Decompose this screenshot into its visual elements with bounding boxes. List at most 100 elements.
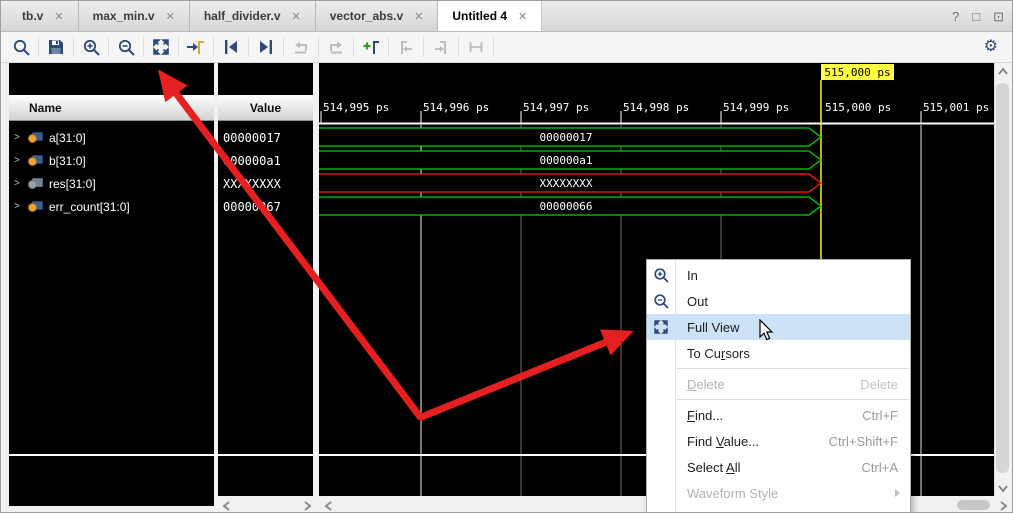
signal-row-err-count[interactable]: > err_count[31:0] [9, 198, 214, 215]
maximize-icon[interactable]: □ [972, 9, 981, 24]
full-view-icon[interactable] [149, 35, 173, 59]
signal-row-res[interactable]: > res[31:0] [9, 175, 214, 192]
next-transition-icon[interactable] [254, 35, 278, 59]
menu-item-zoom-in[interactable]: In [647, 262, 910, 288]
menu-item-waveform-style: Waveform Style [647, 480, 910, 506]
signal-value-panel[interactable] [218, 63, 313, 496]
wave-scroll-left-icon[interactable] [323, 499, 335, 512]
tab-label: max_min.v [92, 9, 155, 23]
time-tick-label: 514,995 ps [323, 101, 390, 114]
previous-transition-icon[interactable] [219, 35, 243, 59]
tab-label: tb.v [22, 9, 44, 23]
signal-name-label: b[31:0] [49, 153, 86, 168]
submenu-arrow-icon [895, 489, 900, 497]
time-tick-label: 515,001 ps [923, 101, 990, 114]
zoom-to-cursor-icon[interactable] [184, 35, 208, 59]
signal-name-label: a[31:0] [49, 130, 86, 145]
vertical-scrollbar-thumb[interactable] [996, 83, 1009, 473]
previous-marker-icon[interactable] [394, 35, 418, 59]
signal-value-a: 00000017 [223, 131, 281, 145]
wave-toolbar [1, 32, 1012, 63]
menu-item-signal-color: Signal Color [647, 506, 910, 513]
menu-item-select-all[interactable]: Select All Ctrl+A [647, 454, 910, 480]
swap-cursor-left-icon[interactable] [289, 35, 313, 59]
signal-name-label: err_count[31:0] [49, 199, 130, 214]
waveform-drawing [319, 80, 994, 496]
swap-markers-icon[interactable] [464, 35, 488, 59]
expand-chevron-icon[interactable]: > [14, 178, 20, 189]
close-icon[interactable]: ✕ [165, 10, 175, 23]
signal-row-a[interactable]: > a[31:0] [9, 129, 214, 146]
wave-scroll-right-icon[interactable] [997, 499, 1009, 512]
tab-label: vector_abs.v [329, 9, 404, 23]
time-tick-label: 514,999 ps [723, 101, 790, 114]
help-icon[interactable]: ? [952, 9, 960, 24]
expand-chevron-icon[interactable]: > [14, 201, 20, 212]
shortcut-label: Ctrl+F [862, 407, 898, 423]
shortcut-label: Ctrl+A [861, 459, 898, 475]
save-icon[interactable] [44, 35, 68, 59]
time-tick-label: 514,996 ps [423, 101, 490, 114]
window-controls: ? □ ⊡ [952, 1, 1004, 32]
swap-cursor-right-icon[interactable] [324, 35, 348, 59]
zoom-out-icon [652, 292, 670, 310]
expand-chevron-icon[interactable]: > [14, 132, 20, 143]
scroll-down-icon[interactable] [997, 481, 1009, 499]
find-icon[interactable] [9, 35, 33, 59]
shortcut-label: Delete [860, 376, 898, 392]
menu-icon-gutter [675, 260, 676, 512]
menu-item-delete: Delete Delete [647, 371, 910, 397]
menu-item-full-view[interactable]: Full View [647, 314, 910, 340]
tab-bar: tb.v ✕ max_min.v ✕ half_divider.v ✕ vect… [1, 1, 1012, 32]
bus-signal-icon [28, 201, 43, 212]
bus-value-label-b: 000000a1 [539, 154, 593, 167]
menu-separator [647, 397, 910, 402]
tab-label: half_divider.v [203, 9, 281, 23]
close-icon[interactable]: ✕ [414, 10, 424, 23]
wave-scrollbar-thumb[interactable] [957, 500, 990, 510]
menu-item-find-value[interactable]: Find Value... Ctrl+Shift+F [647, 428, 910, 454]
close-icon[interactable]: ✕ [291, 10, 301, 23]
expand-chevron-icon[interactable]: > [14, 155, 20, 166]
shortcut-label: Ctrl+Shift+F [828, 433, 898, 449]
signal-value-res: XXXXXXXX [223, 177, 281, 191]
cursor-time-label: 515,000 ps [821, 64, 894, 80]
bus-value-label-a: 00000017 [539, 131, 593, 144]
context-menu: In Out Full View To Cursors Delete Delet… [646, 259, 911, 513]
menu-item-find[interactable]: Find... Ctrl+F [647, 402, 910, 428]
menu-item-to-cursors[interactable]: To Cursors [687, 345, 750, 361]
next-marker-icon[interactable] [429, 35, 453, 59]
zoom-out-icon[interactable] [114, 35, 138, 59]
close-icon[interactable]: ✕ [54, 10, 64, 23]
bus-signal-icon [28, 155, 43, 166]
time-tick-label: 514,997 ps [523, 101, 590, 114]
signal-row-b[interactable]: > b[31:0] [9, 152, 214, 169]
name-panel-footer [9, 496, 214, 506]
wave-bottom-divider [9, 454, 994, 456]
scroll-up-icon[interactable] [997, 65, 1009, 83]
signal-value-err-count: 00000067 [223, 200, 281, 214]
settings-gear-icon[interactable]: ⚙ [983, 38, 998, 55]
name-column-header: Name [9, 95, 214, 121]
zoom-in-icon [652, 266, 670, 284]
tab-label: Untitled 4 [452, 9, 508, 23]
value-header-label: Value [249, 101, 282, 115]
tab-vector-abs-v[interactable]: vector_abs.v ✕ [316, 1, 439, 31]
time-tick-label: 515,000 ps [825, 101, 892, 114]
value-scroll-left-icon[interactable] [221, 499, 233, 512]
bus-value-label-res: XXXXXXXX [539, 177, 593, 190]
zoom-in-icon[interactable] [79, 35, 103, 59]
value-scroll-right-icon[interactable] [301, 499, 313, 512]
menu-item-zoom-out[interactable]: Out [647, 288, 910, 314]
full-view-icon [652, 318, 670, 336]
tab-untitled-4[interactable]: Untitled 4 ✕ [438, 1, 543, 31]
add-marker-icon[interactable] [359, 35, 383, 59]
close-icon[interactable]: ✕ [518, 10, 528, 23]
tab-half-divider-v[interactable]: half_divider.v ✕ [190, 1, 316, 31]
tab-tb-v[interactable]: tb.v ✕ [8, 1, 79, 31]
bus-value-label-err-count: 00000066 [539, 200, 593, 213]
value-column-header: Value [218, 95, 313, 121]
tab-max-min-v[interactable]: max_min.v ✕ [79, 1, 190, 31]
float-icon[interactable]: ⊡ [993, 8, 1004, 24]
